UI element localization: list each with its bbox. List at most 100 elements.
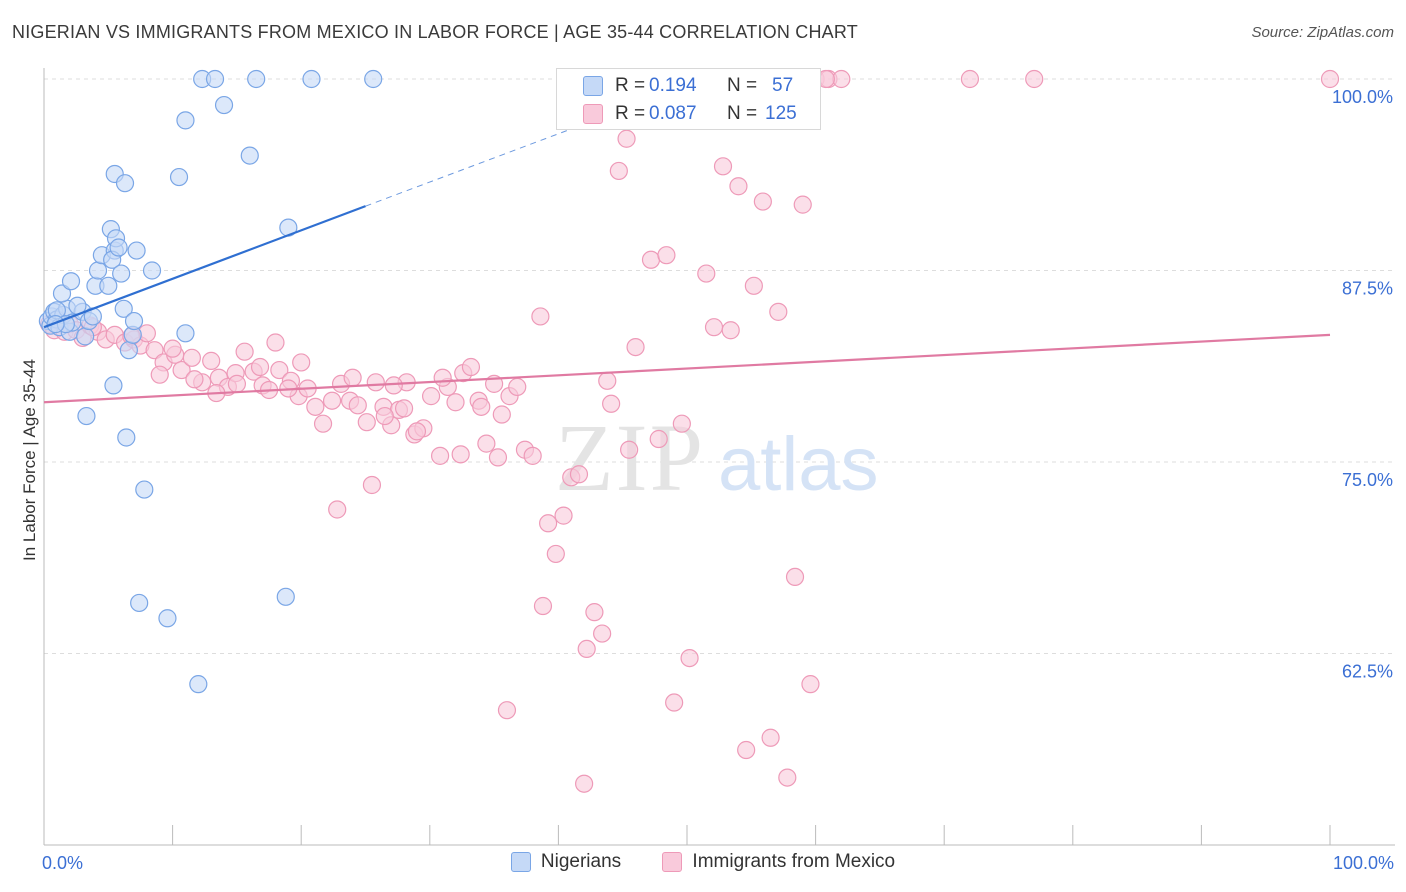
y-tick-label: 87.5% — [1342, 279, 1393, 299]
data-point — [176, 111, 195, 130]
legend-item-mexico[interactable]: Immigrants from Mexico — [662, 851, 895, 873]
data-point — [99, 276, 118, 295]
bottom-legend: Nigerians Immigrants from Mexico — [0, 851, 1406, 878]
data-point — [539, 514, 558, 533]
data-point — [235, 342, 254, 361]
data-point — [112, 264, 131, 283]
data-point — [276, 587, 295, 606]
data-point — [77, 406, 96, 426]
data-point — [357, 413, 376, 432]
data-point — [533, 596, 553, 616]
data-point — [649, 429, 668, 449]
data-point — [61, 272, 81, 291]
data-point — [328, 500, 347, 519]
data-point — [430, 446, 450, 465]
data-point — [250, 357, 270, 377]
data-point — [394, 399, 414, 418]
data-point — [704, 318, 724, 337]
data-point — [575, 774, 594, 793]
legend-label-nigerians: Nigerians — [540, 851, 622, 872]
data-point — [343, 368, 362, 387]
data-point — [292, 353, 311, 372]
data-point — [657, 246, 676, 265]
data-point — [729, 177, 748, 196]
data-point — [163, 339, 182, 358]
data-point — [145, 341, 164, 360]
data-point — [185, 370, 204, 389]
data-point — [76, 327, 95, 346]
data-point — [744, 276, 763, 295]
data-point — [104, 376, 123, 395]
data-point — [609, 161, 628, 181]
data-point — [721, 321, 740, 340]
trend-line-nigerians — [43, 205, 366, 329]
data-point — [778, 768, 797, 787]
data-point — [577, 639, 596, 659]
data-point — [508, 377, 527, 397]
data-point — [247, 69, 266, 89]
data-point — [46, 315, 65, 334]
data-point — [602, 394, 621, 413]
legend-label-mexico: Immigrants from Mexico — [692, 851, 896, 872]
data-point — [52, 284, 72, 303]
data-point — [88, 261, 108, 280]
y-tick-label: 62.5% — [1342, 662, 1393, 682]
data-point — [124, 311, 144, 331]
data-point — [119, 341, 138, 360]
y-axis-label: In Labor Force | Age 35-44 — [20, 359, 39, 561]
trend-line-nigerians-extension — [365, 109, 623, 207]
data-point — [142, 261, 162, 280]
data-point — [366, 373, 385, 392]
data-point — [832, 69, 851, 89]
data-point — [407, 422, 427, 441]
data-point — [531, 307, 550, 326]
data-point — [492, 405, 511, 424]
data-point — [240, 146, 259, 165]
data-point — [117, 428, 136, 447]
tick-labels: 62.5% 75.0% 87.5% 100.0% 0.0% 100.0% — [42, 87, 1394, 873]
data-point — [433, 368, 452, 387]
data-point — [554, 506, 573, 525]
data-point — [960, 69, 980, 89]
r-label: R = — [615, 75, 646, 96]
y-tick-label: 100.0% — [1332, 87, 1393, 107]
legend-item-nigerians[interactable]: Nigerians — [510, 851, 622, 873]
r-value-mexico: 0.087 — [649, 103, 697, 124]
data-point — [150, 365, 169, 384]
data-point — [306, 397, 325, 416]
data-point — [472, 397, 491, 416]
data-point — [322, 391, 342, 410]
axes — [43, 68, 1395, 846]
n-label: N = — [727, 103, 758, 124]
data-point — [114, 299, 133, 318]
data-point — [617, 129, 636, 148]
data-point — [585, 603, 604, 622]
data-point — [375, 406, 394, 426]
data-point — [769, 302, 788, 321]
nigerians-swatch — [583, 76, 603, 96]
data-point — [227, 374, 246, 393]
data-point — [384, 376, 403, 395]
data-point — [302, 69, 321, 89]
watermark-atlas: atlas — [718, 422, 879, 507]
data-point — [697, 264, 716, 283]
data-point — [266, 333, 285, 352]
mexico-swatch — [583, 104, 603, 124]
data-point — [362, 475, 382, 495]
data-point — [598, 371, 617, 390]
x-tick-label: 100.0% — [1333, 853, 1394, 873]
mexico-legend-swatch — [662, 852, 683, 872]
data-point — [364, 69, 383, 89]
data-point — [446, 393, 465, 412]
r-label: R = — [615, 103, 646, 124]
data-point — [793, 195, 812, 214]
data-point — [620, 440, 639, 459]
data-point — [477, 434, 496, 453]
data-point — [1320, 69, 1340, 89]
n-value-mexico: 125 — [765, 103, 797, 124]
data-point — [127, 241, 146, 260]
chart-title: NIGERIAN VS IMMIGRANTS FROM MEXICO IN LA… — [12, 22, 858, 42]
data-point — [737, 740, 756, 760]
data-point — [348, 396, 367, 415]
data-point — [182, 348, 201, 367]
